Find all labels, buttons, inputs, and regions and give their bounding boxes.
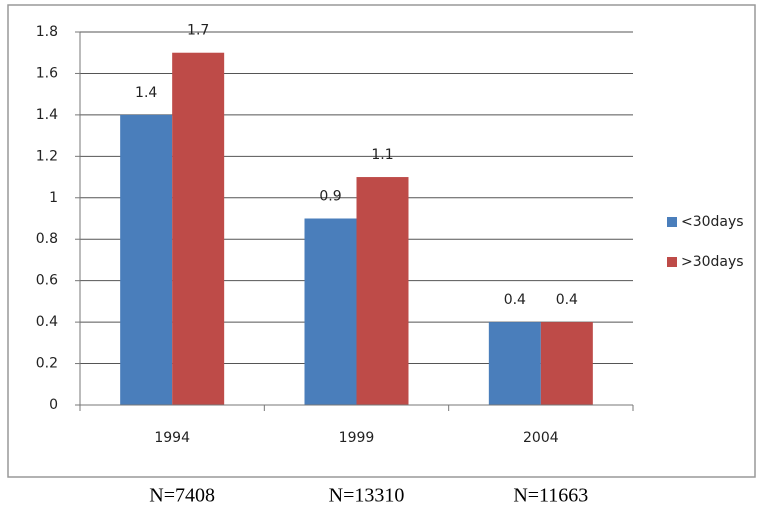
y-tick-label: 1.8 [36,24,58,40]
y-tick-label: 0 [49,397,58,413]
legend-label: <30days [681,214,744,230]
data-label: 1.1 [371,147,393,163]
y-tick-label: 1.2 [36,148,58,164]
sample-size: N=7408 [149,485,215,507]
data-label: 0.9 [319,189,341,205]
data-label: 1.7 [187,23,209,39]
data-label: 0.4 [556,292,578,308]
y-tick-label: 0.6 [36,273,58,289]
x-tick-label: 2004 [523,430,559,446]
x-tick-label: 1994 [154,430,190,446]
y-tick-label: 0.4 [36,314,58,330]
y-tick-label: 0.2 [36,356,58,372]
chart-border [7,4,756,478]
bar [304,218,357,405]
legend-swatch [667,217,677,227]
y-tick-label: 1.4 [36,107,58,123]
bar [172,52,225,405]
y-tick-label: 1 [49,190,58,206]
bar [488,322,541,405]
bar [356,177,409,405]
x-tick-label: 1999 [339,430,375,446]
data-label: 0.4 [504,292,526,308]
sample-size: N=13310 [329,485,405,507]
legend-label: >30days [681,254,744,270]
y-tick-label: 0.8 [36,231,58,247]
sample-size: N=11663 [513,485,588,507]
y-tick-label: 1.6 [36,65,58,81]
bar [120,114,173,405]
legend-swatch [667,257,677,267]
bar [540,322,593,405]
data-label: 1.4 [135,85,157,101]
